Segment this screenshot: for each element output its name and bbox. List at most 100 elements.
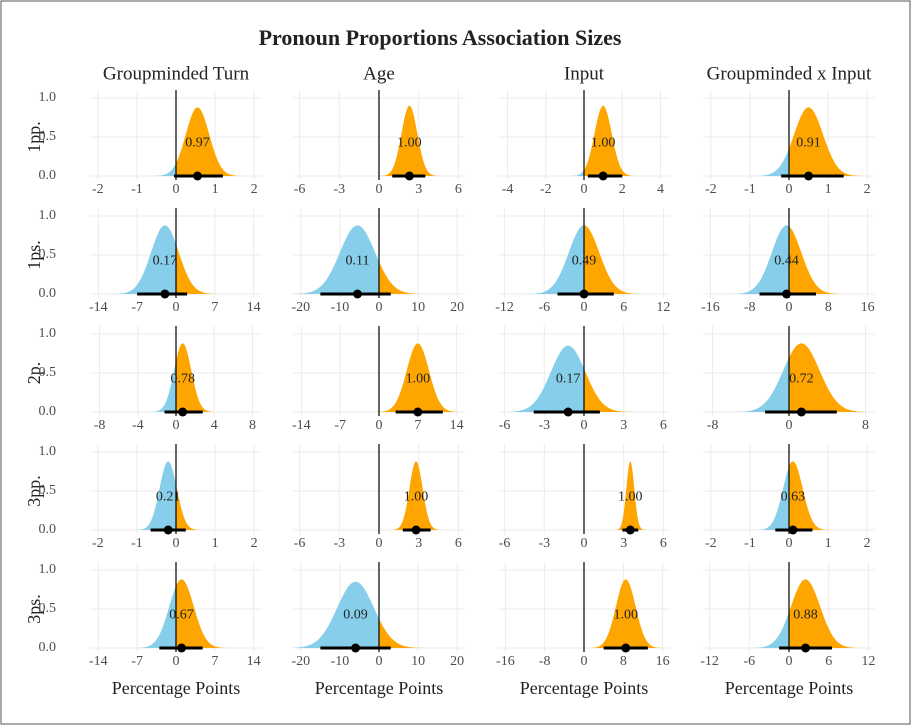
x-tick-label: -16 bbox=[496, 654, 515, 669]
probability-label: 1.00 bbox=[614, 607, 639, 622]
probability-label: 0.78 bbox=[170, 371, 195, 386]
x-tick-label: 0 bbox=[786, 536, 793, 551]
x-tick-label: -6 bbox=[743, 654, 755, 669]
density-area bbox=[293, 581, 379, 648]
probability-label: 1.00 bbox=[406, 371, 431, 386]
y-tick-label: 0.0 bbox=[39, 522, 57, 537]
x-tick-label: 12 bbox=[656, 300, 670, 315]
mean-point bbox=[353, 289, 362, 299]
y-tick-label: 1.0 bbox=[39, 208, 57, 223]
mean-point bbox=[404, 171, 414, 181]
density-area bbox=[126, 586, 176, 648]
x-tick-label: -4 bbox=[502, 182, 514, 197]
x-tick-label: 6 bbox=[660, 418, 667, 433]
x-tick-label: -6 bbox=[538, 300, 550, 315]
x-tick-label: 16 bbox=[656, 654, 670, 669]
x-tick-label: 8 bbox=[862, 418, 869, 433]
x-tick-label: 0 bbox=[786, 300, 793, 315]
x-tick-label: -12 bbox=[700, 654, 719, 669]
x-tick-label: -14 bbox=[89, 654, 108, 669]
chart-title: Pronoun Proportions Association Sizes bbox=[259, 25, 622, 50]
x-tick-label: -3 bbox=[538, 536, 550, 551]
x-tick-label: -1 bbox=[744, 182, 756, 197]
x-tick-label: -2 bbox=[540, 182, 552, 197]
x-tick-label: 1 bbox=[825, 182, 832, 197]
mean-point bbox=[193, 171, 202, 181]
x-tick-label: 1 bbox=[212, 536, 219, 551]
x-tick-label: 0 bbox=[173, 182, 180, 197]
mean-point bbox=[177, 643, 187, 653]
x-tick-label: -20 bbox=[291, 654, 310, 669]
density-area bbox=[740, 612, 789, 648]
probability-label: 0.11 bbox=[346, 253, 370, 268]
density-area bbox=[789, 107, 874, 176]
x-tick-label: 0 bbox=[173, 300, 180, 315]
x-tick-label: -7 bbox=[131, 300, 143, 315]
x-tick-label: 4 bbox=[657, 182, 664, 197]
x-tick-label: 0 bbox=[786, 418, 793, 433]
density-area bbox=[515, 225, 584, 294]
density-area bbox=[176, 244, 228, 294]
density-area bbox=[743, 148, 789, 176]
x-tick-label: -3 bbox=[333, 182, 345, 197]
column-title: Input bbox=[564, 63, 605, 84]
x-tick-label: 7 bbox=[211, 654, 218, 669]
x-tick-label: -10 bbox=[331, 300, 350, 315]
probability-label: 0.63 bbox=[781, 489, 806, 504]
x-tick-label: 3 bbox=[620, 536, 627, 551]
x-tick-label: 3 bbox=[620, 418, 627, 433]
x-tick-label: -8 bbox=[539, 654, 551, 669]
x-tick-label: -2 bbox=[705, 536, 717, 551]
x-tick-label: 8 bbox=[249, 418, 256, 433]
x-tick-label: -2 bbox=[92, 182, 104, 197]
x-tick-label: 14 bbox=[450, 418, 464, 433]
density-area bbox=[584, 368, 646, 412]
y-tick-label: 0.0 bbox=[39, 640, 57, 655]
x-tick-label: 14 bbox=[247, 654, 261, 669]
density-area bbox=[102, 225, 176, 294]
y-tick-label: 0.0 bbox=[39, 286, 57, 301]
x-tick-label: 1 bbox=[212, 182, 219, 197]
x-tick-label: -16 bbox=[701, 300, 720, 315]
probability-label: 1.00 bbox=[618, 489, 643, 504]
probability-label: 0.09 bbox=[343, 607, 368, 622]
x-tick-label: -4 bbox=[132, 418, 144, 433]
probability-label: 0.17 bbox=[556, 371, 581, 386]
x-tick-label: 0 bbox=[581, 536, 588, 551]
density-area bbox=[379, 105, 446, 176]
x-axis-label: Percentage Points bbox=[315, 678, 443, 698]
y-tick-label: 1.0 bbox=[39, 562, 57, 577]
x-tick-label: -8 bbox=[94, 418, 106, 433]
x-tick-label: -1 bbox=[744, 536, 756, 551]
x-tick-label: 10 bbox=[411, 654, 425, 669]
probability-label: 0.72 bbox=[789, 371, 814, 386]
probability-label: 1.00 bbox=[397, 135, 422, 150]
x-tick-label: -1 bbox=[131, 536, 143, 551]
x-tick-label: 8 bbox=[825, 300, 832, 315]
density-area bbox=[176, 484, 207, 530]
density-area bbox=[719, 357, 789, 412]
column-title: Age bbox=[363, 63, 395, 84]
x-tick-label: -6 bbox=[499, 536, 511, 551]
probability-label: 0.97 bbox=[185, 135, 210, 150]
mean-point bbox=[801, 643, 811, 653]
mean-point bbox=[413, 407, 423, 417]
density-area bbox=[612, 461, 649, 530]
x-tick-label: -6 bbox=[499, 418, 511, 433]
y-tick-label: 0.5 bbox=[39, 247, 57, 262]
mean-point bbox=[411, 525, 421, 535]
x-tick-label: 7 bbox=[211, 300, 218, 315]
x-tick-label: 6 bbox=[455, 536, 462, 551]
x-tick-label: 0 bbox=[376, 536, 383, 551]
x-tick-label: 20 bbox=[450, 654, 464, 669]
density-area bbox=[789, 226, 853, 294]
probability-label: 0.21 bbox=[156, 489, 181, 504]
x-tick-label: -1 bbox=[131, 182, 143, 197]
column-title: Groupminded x Input bbox=[707, 63, 872, 84]
density-area bbox=[386, 461, 446, 530]
y-tick-label: 0.0 bbox=[39, 168, 57, 183]
mean-point bbox=[563, 407, 573, 417]
row-label: 2p. bbox=[24, 362, 44, 385]
x-tick-label: 4 bbox=[211, 418, 218, 433]
x-tick-label: 12 bbox=[861, 654, 875, 669]
